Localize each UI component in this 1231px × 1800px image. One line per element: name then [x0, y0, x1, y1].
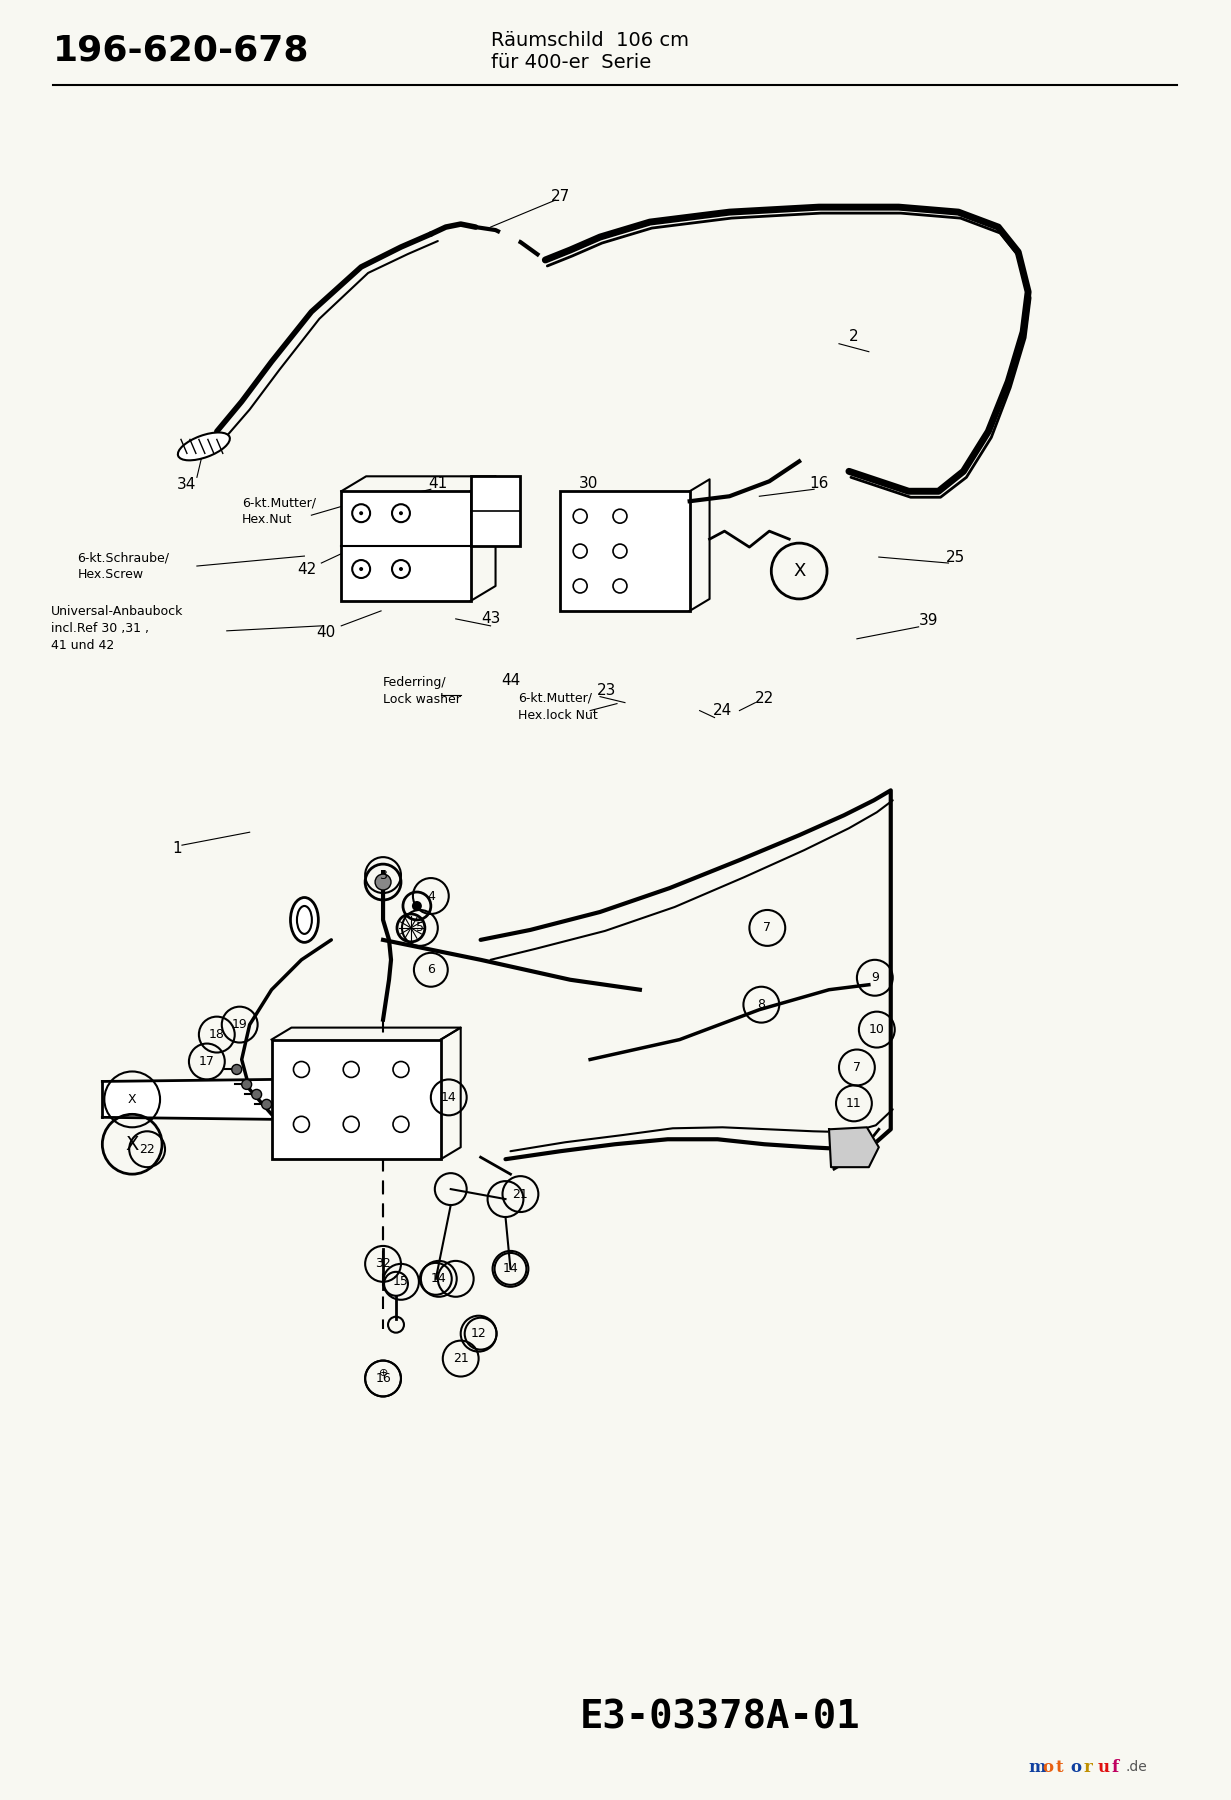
Circle shape — [359, 511, 363, 515]
Text: 1: 1 — [172, 841, 182, 855]
Text: 2: 2 — [849, 329, 859, 344]
Circle shape — [399, 511, 403, 515]
Text: 10: 10 — [869, 1022, 885, 1037]
Text: X: X — [126, 1134, 139, 1154]
Text: 8: 8 — [757, 999, 766, 1012]
Text: 11: 11 — [846, 1096, 862, 1111]
Text: 12: 12 — [470, 1327, 486, 1341]
Text: .de: .de — [1125, 1760, 1147, 1775]
Text: o: o — [1043, 1759, 1053, 1777]
Polygon shape — [102, 1080, 272, 1120]
Circle shape — [231, 1064, 241, 1075]
Text: 19: 19 — [231, 1019, 247, 1031]
Text: 14: 14 — [431, 1273, 447, 1285]
Text: 5: 5 — [416, 922, 423, 934]
Text: X: X — [128, 1093, 137, 1105]
Text: 40: 40 — [316, 625, 336, 641]
FancyBboxPatch shape — [272, 1040, 441, 1159]
FancyBboxPatch shape — [560, 491, 689, 610]
Text: 7: 7 — [763, 922, 772, 934]
Text: 16: 16 — [375, 1372, 391, 1384]
Text: Federring/
Lock washer: Federring/ Lock washer — [383, 675, 460, 706]
Text: r: r — [1083, 1759, 1093, 1777]
Text: Räumschild  106 cm: Räumschild 106 cm — [491, 31, 688, 50]
Text: 196-620-678: 196-620-678 — [53, 34, 309, 68]
Text: 4: 4 — [427, 889, 435, 902]
Text: 27: 27 — [550, 189, 570, 203]
Text: 44: 44 — [501, 673, 521, 688]
Text: 16: 16 — [810, 475, 828, 491]
FancyBboxPatch shape — [341, 491, 470, 601]
Text: m: m — [1028, 1759, 1046, 1777]
Circle shape — [375, 875, 391, 889]
Text: 39: 39 — [918, 614, 938, 628]
FancyBboxPatch shape — [470, 477, 521, 545]
Text: 3: 3 — [379, 869, 387, 882]
Circle shape — [399, 567, 403, 571]
Text: 42: 42 — [297, 562, 316, 576]
Text: 21: 21 — [453, 1352, 469, 1364]
Text: 34: 34 — [177, 477, 197, 491]
Text: 6-kt.Schraube/
Hex.Screw: 6-kt.Schraube/ Hex.Screw — [78, 551, 170, 581]
Text: 6-kt.Mutter/
Hex.Nut: 6-kt.Mutter/ Hex.Nut — [241, 497, 315, 526]
Text: 20: 20 — [659, 540, 677, 554]
Text: 6: 6 — [427, 963, 435, 976]
Text: o: o — [1070, 1759, 1081, 1777]
Ellipse shape — [177, 432, 230, 461]
Text: 9: 9 — [870, 972, 879, 985]
Text: 23: 23 — [597, 684, 617, 698]
Text: 7: 7 — [853, 1060, 860, 1075]
Ellipse shape — [291, 898, 319, 943]
Text: 15: 15 — [393, 1276, 409, 1289]
Text: 31: 31 — [581, 533, 599, 549]
Text: 25: 25 — [945, 549, 965, 565]
Circle shape — [412, 902, 422, 911]
Text: 30: 30 — [579, 475, 598, 491]
Text: 14: 14 — [502, 1262, 518, 1276]
Text: E3-03378A-01: E3-03378A-01 — [580, 1699, 859, 1737]
Text: Universal-Anbaubock
incl.Ref 30 ,31 ,
41 und 42: Universal-Anbaubock incl.Ref 30 ,31 , 41… — [50, 605, 183, 652]
Text: 6-kt.Mutter/
Hex.lock Nut: 6-kt.Mutter/ Hex.lock Nut — [518, 691, 598, 722]
Text: für 400-er  Serie: für 400-er Serie — [491, 52, 651, 72]
Text: 21: 21 — [512, 1188, 528, 1201]
Text: t: t — [1056, 1759, 1064, 1777]
Text: 18: 18 — [209, 1028, 225, 1040]
Text: 24: 24 — [713, 704, 732, 718]
Ellipse shape — [297, 905, 311, 934]
Text: 17: 17 — [199, 1055, 214, 1067]
Text: u: u — [1098, 1759, 1110, 1777]
Circle shape — [359, 567, 363, 571]
Text: ⊕: ⊕ — [379, 1368, 389, 1377]
Text: f: f — [1112, 1759, 1119, 1777]
Text: 14: 14 — [441, 1091, 457, 1103]
Circle shape — [241, 1080, 251, 1089]
Polygon shape — [828, 1127, 879, 1166]
Text: 32: 32 — [375, 1258, 391, 1271]
Circle shape — [262, 1100, 272, 1109]
Circle shape — [251, 1089, 262, 1100]
Text: X: X — [793, 562, 805, 580]
Text: 41: 41 — [428, 475, 447, 491]
Text: 43: 43 — [481, 612, 500, 626]
Text: 22: 22 — [139, 1143, 155, 1156]
Text: 22: 22 — [755, 691, 774, 706]
